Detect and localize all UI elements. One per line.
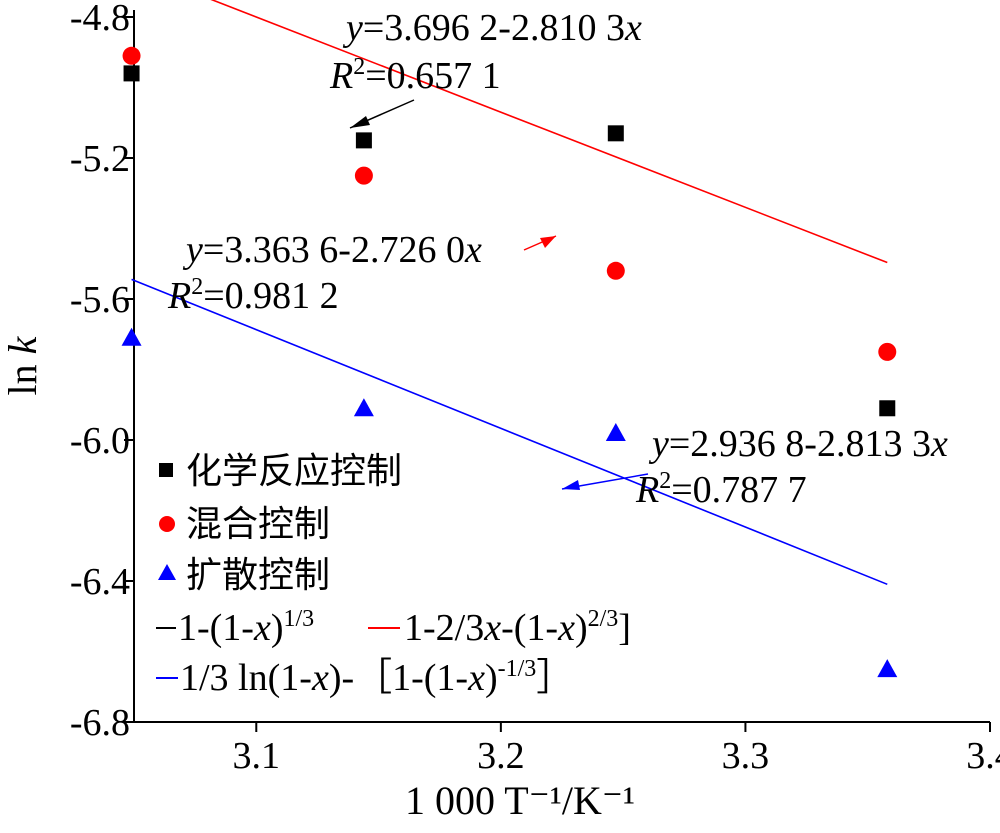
data-markers [121, 46, 898, 678]
svg-text:R2=0.787 7: R2=0.787 7 [635, 468, 807, 511]
y-tick-label: -6.4 [70, 561, 130, 603]
marker-square [123, 65, 140, 82]
fit-equation-chemical: y=3.696 2-2.810 3x R2=0.657 1 [329, 7, 642, 129]
marker-circle [606, 261, 625, 280]
equation-arrowhead-chemical [350, 116, 370, 128]
equation-arrowhead-mixed [540, 236, 556, 248]
legend-entry-fit-diffusion: 1/3 ln(1-x)-［1-(1-x)-1/3］ [156, 656, 574, 699]
svg-text:y=3.363 6-2.726 0x: y=3.363 6-2.726 0x [182, 229, 482, 271]
svg-text:1/3 ln(1-x)-［1-(1-x)-1/3］: 1/3 ln(1-x)-［1-(1-x)-1/3］ [180, 656, 574, 699]
legend-entry-chemical: 化学反应控制 [159, 451, 402, 492]
legend-entry-mixed: 混合控制 [159, 504, 330, 545]
legend-entry-fit-mixed: 1-2/3x-(1-x)2/3] [368, 606, 631, 649]
legend-marker-circle [159, 516, 175, 532]
marker-triangle [121, 327, 142, 346]
svg-text:y=3.696 2-2.810 3x: y=3.696 2-2.810 3x [342, 7, 642, 49]
legend-entry-fit-chemical: 1-(1-x)1/3 [156, 606, 314, 649]
y-ticks: -4.8 -5.2 -5.6 -6.0 -6.4 -6.8 [70, 0, 134, 744]
x-tick-label: 3.3 [722, 735, 770, 777]
marker-triangle [353, 398, 374, 417]
x-axis-title: 1 000 T⁻¹/K⁻¹ [405, 778, 635, 823]
fit-line-mixed [210, 0, 888, 264]
svg-text:y=2.936 8-2.813 3x: y=2.936 8-2.813 3x [648, 423, 948, 465]
svg-text:化学反应控制: 化学反应控制 [186, 451, 402, 492]
svg-text:扩散控制: 扩散控制 [186, 555, 330, 596]
y-tick-label: -4.8 [70, 0, 130, 39]
svg-text:R2=0.657 1: R2=0.657 1 [329, 54, 501, 97]
x-tick-label: 3.2 [477, 735, 525, 777]
legend-marker-square [159, 463, 173, 477]
svg-text:1-(1-x)1/3: 1-(1-x)1/3 [178, 606, 314, 649]
x-ticks: 3.1 3.2 3.3 3.4 [233, 722, 1000, 777]
marker-square [355, 132, 372, 149]
svg-text:1-2/3x-(1-x)2/3]: 1-2/3x-(1-x)2/3] [404, 606, 631, 649]
y-axis-title: ln k [0, 335, 45, 395]
y-tick-label: -5.6 [70, 279, 130, 321]
fit-equation-diffusion: y=2.936 8-2.813 3x R2=0.787 7 [561, 423, 948, 511]
y-tick-label: -6.8 [70, 702, 130, 744]
y-tick-label: -5.2 [70, 138, 130, 180]
svg-text:混合控制: 混合控制 [186, 504, 330, 545]
svg-text:R2=0.981 2: R2=0.981 2 [167, 274, 339, 317]
legend-entry-diffusion: 扩散控制 [158, 555, 330, 596]
marker-circle [354, 166, 373, 185]
y-tick-label: -6.0 [70, 420, 130, 462]
x-tick-label: 3.1 [233, 735, 281, 777]
marker-circle [122, 46, 141, 65]
x-tick-label: 3.4 [966, 735, 1000, 777]
plot-area: 3.1 3.2 3.3 3.4 -4.8 -5.2 -5.6 -6.0 -6.4 -6.8 [70, 0, 1000, 777]
legend-marker-triangle [158, 564, 176, 580]
marker-square [879, 400, 896, 417]
fit-line-diffusion [131, 278, 888, 586]
fit-equation-mixed: y=3.363 6-2.726 0x R2=0.981 2 [167, 229, 557, 317]
marker-triangle [877, 659, 898, 678]
legend: 化学反应控制 混合控制 扩散控制 1-(1-x)1/3 1-2/3x-(1-x)… [156, 451, 631, 699]
marker-circle [878, 342, 897, 361]
equation-arrowhead-diffusion [562, 480, 580, 490]
marker-triangle [605, 422, 626, 441]
fit-lines [131, 0, 888, 586]
marker-square [607, 125, 624, 142]
